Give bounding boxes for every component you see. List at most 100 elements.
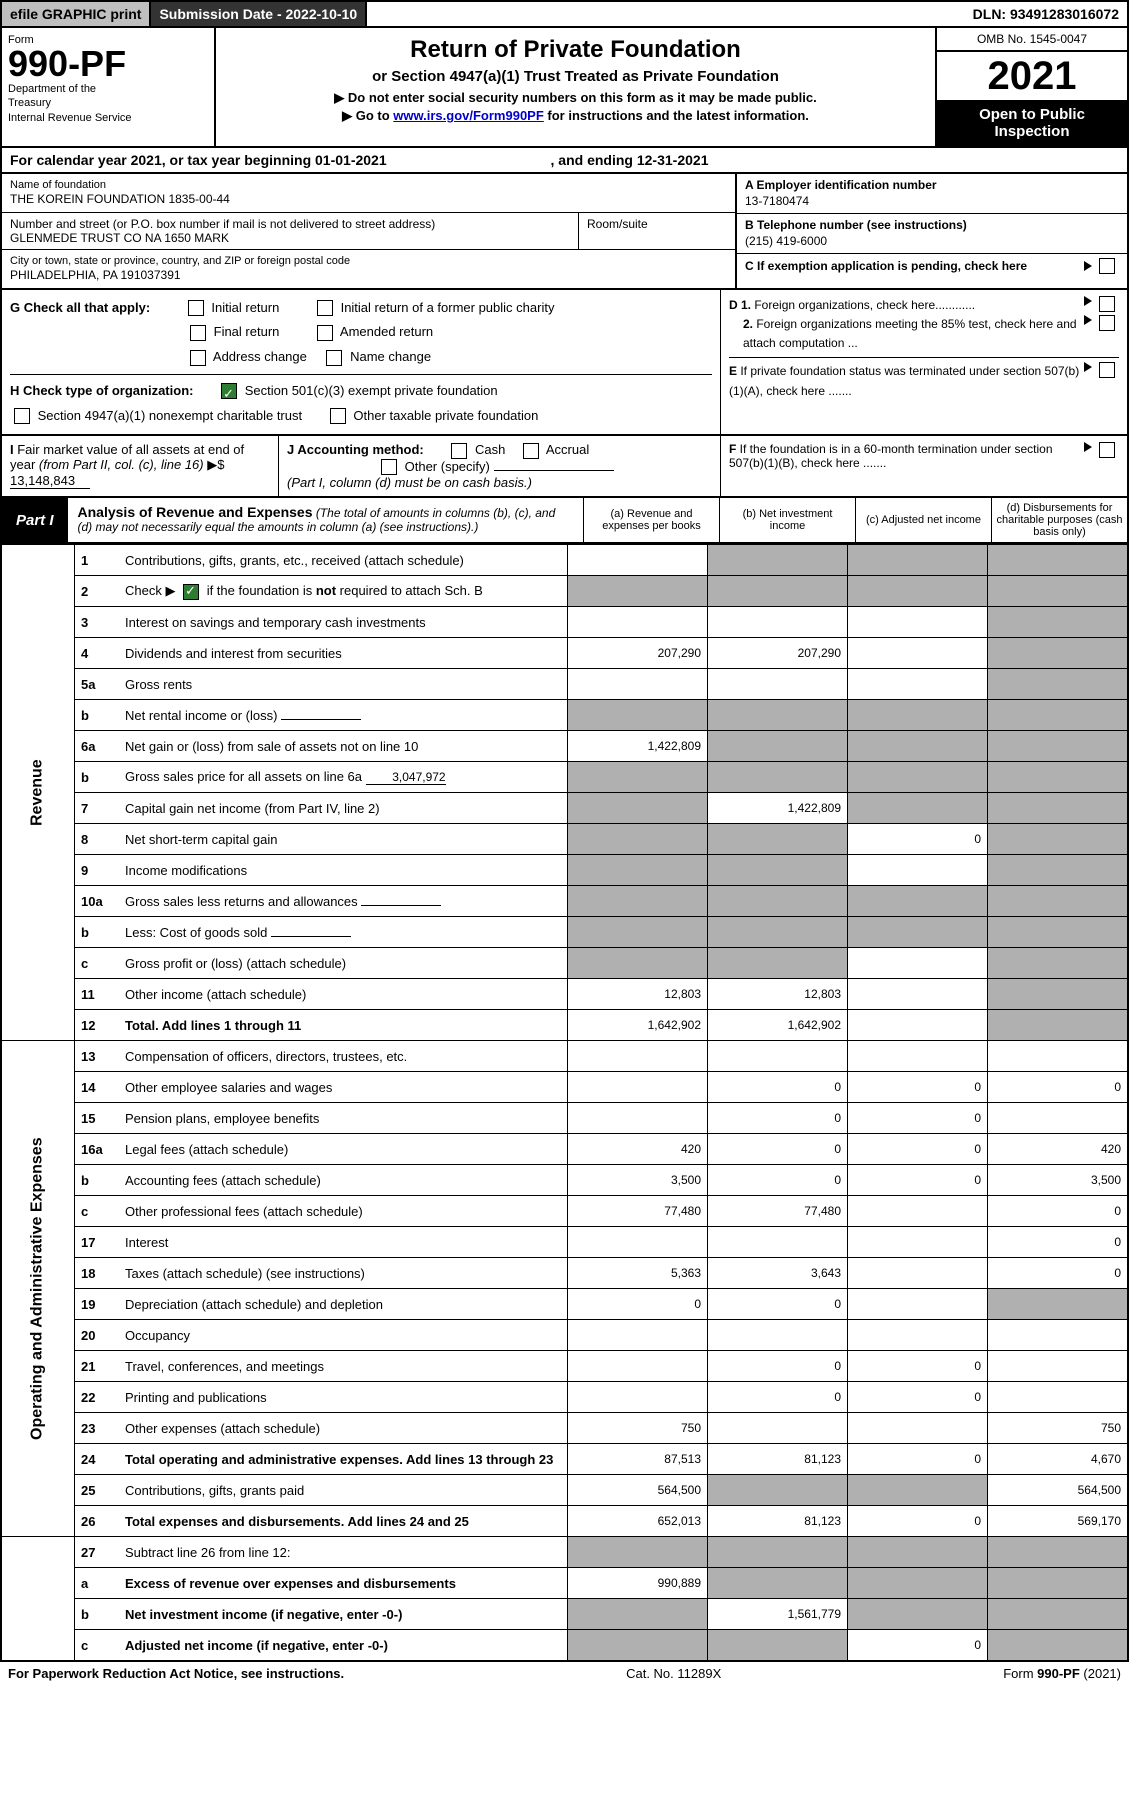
- table-row: 10aGross sales less returns and allowanc…: [1, 886, 1128, 917]
- form-title: Return of Private Foundation: [224, 36, 927, 64]
- line-number: 21: [75, 1351, 120, 1382]
- part1-header: Part I Analysis of Revenue and Expenses …: [0, 498, 1129, 544]
- check-section-g: G Check all that apply: Initial return I…: [0, 290, 1129, 436]
- line-number: 27: [75, 1537, 120, 1568]
- j-other-checkbox[interactable]: [381, 459, 397, 475]
- table-row: 23Other expenses (attach schedule)750750: [1, 1413, 1128, 1444]
- table-row: 21Travel, conferences, and meetings00: [1, 1351, 1128, 1382]
- line-number: c: [75, 1196, 120, 1227]
- line-number: 1: [75, 545, 120, 576]
- line-number: 6a: [75, 731, 120, 762]
- line-desc: Check ▶ if the foundation is not require…: [119, 576, 568, 607]
- line-number: 14: [75, 1072, 120, 1103]
- line-desc: Travel, conferences, and meetings: [119, 1351, 568, 1382]
- table-row: bNet investment income (if negative, ent…: [1, 1599, 1128, 1630]
- arrow-icon: [1084, 442, 1092, 452]
- form-number: 990-PF: [8, 46, 208, 82]
- line-number: 7: [75, 793, 120, 824]
- d1-checkbox[interactable]: [1099, 296, 1115, 312]
- line-desc: Total operating and administrative expen…: [119, 1444, 568, 1475]
- line-desc: Total. Add lines 1 through 11: [119, 1010, 568, 1041]
- f-checkbox[interactable]: [1099, 442, 1115, 458]
- table-row: cGross profit or (loss) (attach schedule…: [1, 948, 1128, 979]
- part1-table: Revenue1Contributions, gifts, grants, et…: [0, 544, 1129, 1662]
- line-desc: Interest: [119, 1227, 568, 1258]
- line-number: 17: [75, 1227, 120, 1258]
- footer-right: Form 990-PF (2021): [1003, 1666, 1121, 1681]
- submission-date: Submission Date - 2022-10-10: [151, 2, 367, 26]
- h3-checkbox[interactable]: [330, 408, 346, 424]
- table-row: cAdjusted net income (if negative, enter…: [1, 1630, 1128, 1662]
- line-desc: Subtract line 26 from line 12:: [119, 1537, 568, 1568]
- line-number: a: [75, 1568, 120, 1599]
- line-desc: Accounting fees (attach schedule): [119, 1165, 568, 1196]
- line-desc: Other income (attach schedule): [119, 979, 568, 1010]
- table-row: 19Depreciation (attach schedule) and dep…: [1, 1289, 1128, 1320]
- line-number: c: [75, 1630, 120, 1662]
- g3-checkbox[interactable]: [190, 325, 206, 341]
- h2-checkbox[interactable]: [14, 408, 30, 424]
- top-bar: efile GRAPHIC print Submission Date - 20…: [0, 0, 1129, 28]
- line-desc: Excess of revenue over expenses and disb…: [119, 1568, 568, 1599]
- h1-checkbox[interactable]: [221, 383, 237, 399]
- line-desc: Compensation of officers, directors, tru…: [119, 1041, 568, 1072]
- footer-left: For Paperwork Reduction Act Notice, see …: [8, 1666, 344, 1681]
- table-row: 17Interest0: [1, 1227, 1128, 1258]
- table-row: Operating and Administrative Expenses13C…: [1, 1041, 1128, 1072]
- phone-label: B Telephone number (see instructions): [745, 218, 1119, 234]
- table-row: 2Check ▶ if the foundation is not requir…: [1, 576, 1128, 607]
- tax-year: 2021: [937, 52, 1127, 100]
- d2-checkbox[interactable]: [1099, 315, 1115, 331]
- g4-checkbox[interactable]: [317, 325, 333, 341]
- city-value: PHILADELPHIA, PA 191037391: [10, 268, 727, 284]
- table-row: cOther professional fees (attach schedul…: [1, 1196, 1128, 1227]
- dept-text: Department of theTreasuryInternal Revenu…: [8, 82, 208, 125]
- table-row: 27Subtract line 26 from line 12:: [1, 1537, 1128, 1568]
- line-desc: Pension plans, employee benefits: [119, 1103, 568, 1134]
- j-accrual-checkbox[interactable]: [523, 443, 539, 459]
- line-number: 12: [75, 1010, 120, 1041]
- part-badge: Part I: [2, 498, 68, 542]
- table-row: 24Total operating and administrative exp…: [1, 1444, 1128, 1475]
- j-cash-checkbox[interactable]: [451, 443, 467, 459]
- addr-value: GLENMEDE TRUST CO NA 1650 MARK: [10, 231, 570, 245]
- ein-value: 13-7180474: [745, 194, 1119, 210]
- arrow-icon: [1084, 296, 1092, 306]
- phone-value: (215) 419-6000: [745, 234, 1119, 250]
- g2-checkbox[interactable]: [317, 300, 333, 316]
- efile-button[interactable]: efile GRAPHIC print: [2, 2, 151, 26]
- line-number: 25: [75, 1475, 120, 1506]
- line-number: 2: [75, 576, 120, 607]
- omb-number: OMB No. 1545-0047: [937, 28, 1127, 52]
- g6-checkbox[interactable]: [326, 350, 342, 366]
- line-desc: Adjusted net income (if negative, enter …: [119, 1630, 568, 1662]
- foundation-name: THE KOREIN FOUNDATION 1835-00-44: [10, 192, 727, 208]
- fmv-value: 13,148,843: [10, 473, 90, 489]
- ein-label: A Employer identification number: [745, 178, 1119, 194]
- schb-checkbox[interactable]: [183, 584, 199, 600]
- g5-checkbox[interactable]: [190, 350, 206, 366]
- line-number: 26: [75, 1506, 120, 1537]
- line-number: 20: [75, 1320, 120, 1351]
- table-row: 11Other income (attach schedule)12,80312…: [1, 979, 1128, 1010]
- table-row: bGross sales price for all assets on lin…: [1, 762, 1128, 793]
- line-desc: Net gain or (loss) from sale of assets n…: [119, 731, 568, 762]
- line-number: 23: [75, 1413, 120, 1444]
- line-desc: Total expenses and disbursements. Add li…: [119, 1506, 568, 1537]
- table-row: bNet rental income or (loss): [1, 700, 1128, 731]
- line-desc: Net short-term capital gain: [119, 824, 568, 855]
- g1-checkbox[interactable]: [188, 300, 204, 316]
- line-desc: Net rental income or (loss): [119, 700, 568, 731]
- line-desc: Other expenses (attach schedule): [119, 1413, 568, 1444]
- table-row: 26Total expenses and disbursements. Add …: [1, 1506, 1128, 1537]
- line-desc: Net investment income (if negative, ente…: [119, 1599, 568, 1630]
- irs-link[interactable]: www.irs.gov/Form990PF: [393, 108, 544, 123]
- table-row: 3Interest on savings and temporary cash …: [1, 607, 1128, 638]
- table-row: bAccounting fees (attach schedule)3,5000…: [1, 1165, 1128, 1196]
- arrow-icon: [1084, 362, 1092, 372]
- col-a-header: (a) Revenue and expenses per books: [583, 498, 719, 542]
- c-checkbox[interactable]: [1099, 258, 1115, 274]
- line-number: 8: [75, 824, 120, 855]
- e-checkbox[interactable]: [1099, 362, 1115, 378]
- name-label: Name of foundation: [10, 178, 727, 192]
